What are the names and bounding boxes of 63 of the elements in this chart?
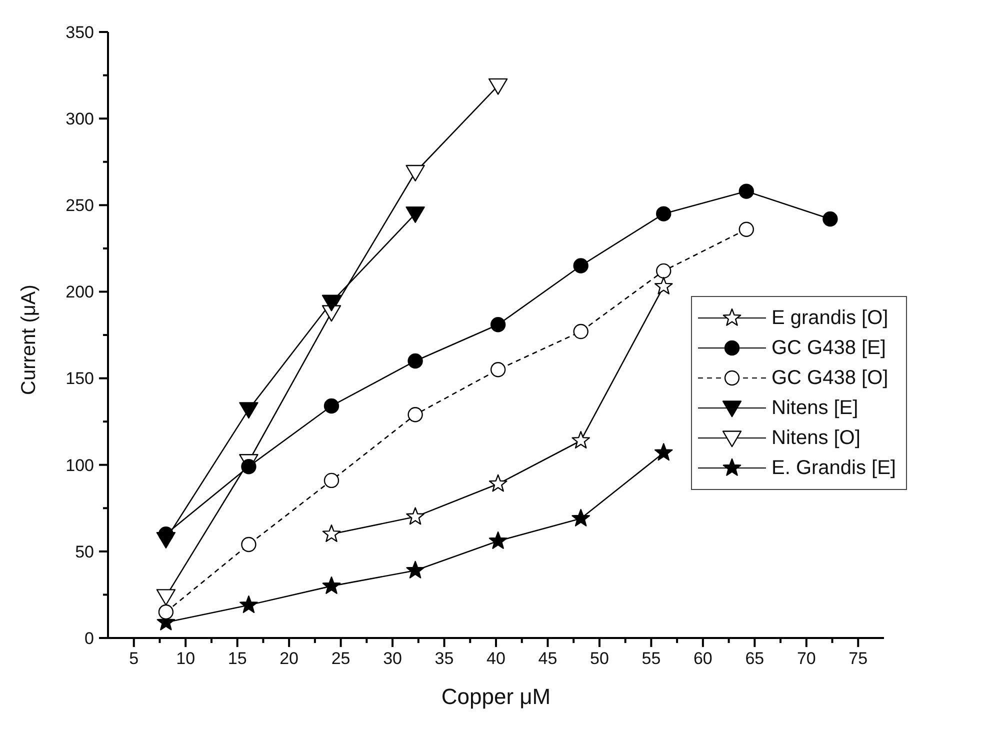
y-tick-label: 150 (66, 369, 94, 388)
x-tick-label: 75 (848, 649, 868, 668)
y-tick-label: 200 (66, 282, 94, 302)
point (324, 472, 340, 488)
point (573, 324, 588, 340)
x-tick-label: 65 (745, 649, 764, 668)
point (572, 508, 590, 526)
x-tick-label: 35 (434, 649, 454, 668)
x-tick-label: 40 (486, 649, 506, 668)
point (324, 398, 340, 414)
point (158, 604, 174, 620)
x-tick-label: 25 (331, 649, 350, 668)
x-tick-label: 55 (642, 649, 661, 668)
x-tick-label: 5 (129, 649, 139, 668)
y-axis-title: Current (μA) (18, 284, 40, 395)
y-tick-label: 50 (75, 542, 94, 562)
x-tick-label: 30 (383, 649, 402, 668)
point (738, 222, 754, 237)
point (738, 184, 754, 199)
point (654, 276, 673, 294)
point (322, 576, 341, 594)
legend-label: GC G438 [O] (772, 366, 888, 390)
legend-label: E grandis [O] (772, 306, 888, 330)
x-tick-label: 50 (590, 649, 609, 668)
point (656, 263, 672, 279)
y-tick-label: 100 (66, 456, 94, 475)
point (406, 164, 425, 182)
x-tick-label: 60 (693, 649, 712, 668)
point (490, 317, 506, 332)
point (240, 596, 258, 613)
legend-label: GC G438 [E] (772, 336, 886, 360)
x-tick-label: 70 (796, 649, 816, 668)
x-tick-label: 20 (280, 649, 299, 668)
point (322, 294, 342, 312)
x-tick-label: 45 (538, 649, 558, 668)
point (654, 443, 673, 461)
point (406, 507, 424, 525)
point (490, 362, 506, 378)
legend-label: E. Grandis [E] (772, 456, 896, 480)
point (406, 206, 425, 223)
legend-label: Nitens [O] (772, 426, 860, 450)
y-tick-label: 250 (66, 196, 94, 216)
point (488, 531, 508, 549)
point (406, 560, 424, 578)
y-tick-label: 0 (84, 628, 94, 648)
y-tick-label: 300 (66, 110, 94, 129)
point (239, 402, 258, 419)
x-tick-label: 15 (228, 649, 247, 668)
point (822, 211, 838, 227)
point (241, 536, 256, 552)
point (488, 78, 508, 95)
x-axis-title: Copper μM (441, 684, 551, 709)
point (408, 407, 423, 422)
point (241, 458, 256, 474)
point (488, 474, 508, 492)
point (322, 524, 341, 542)
x-tick-label: 10 (176, 649, 196, 668)
point (408, 353, 423, 369)
point (573, 258, 588, 274)
legend-label: Nitens [E] (772, 396, 858, 420)
point (572, 431, 590, 448)
y-tick-label: 350 (66, 22, 94, 42)
point (656, 206, 672, 222)
